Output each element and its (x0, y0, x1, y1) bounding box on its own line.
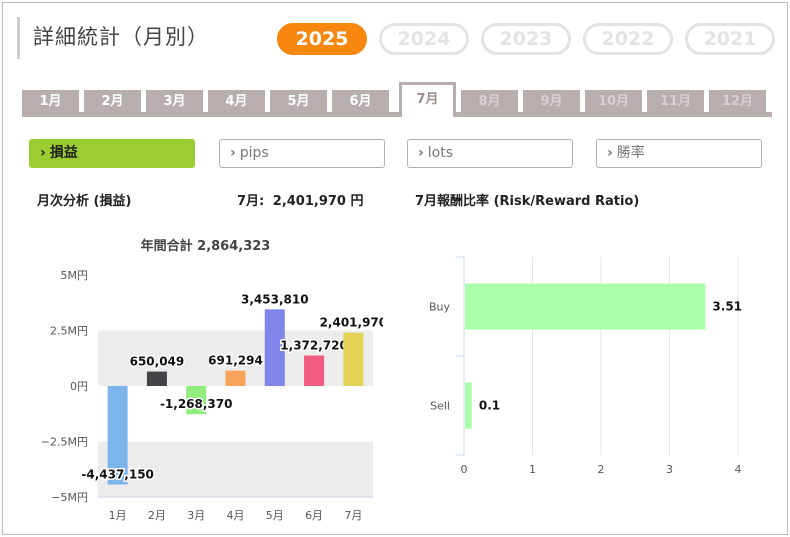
x-tick-label: 2 (598, 463, 605, 476)
x-tick-label: 0 (461, 463, 468, 476)
year-tab-2024[interactable]: 2024 (379, 23, 469, 55)
month-tab-2[interactable]: 2月 (84, 90, 141, 114)
y-tick-label: −2.5M円 (41, 436, 88, 449)
month-tabs: 1月 2月 3月 4月 5月 6月 7月 8月 9月 10月 11月 12月 (22, 82, 772, 117)
bar-value-label: -4,437,150 (81, 468, 154, 482)
filter-button-3[interactable]: › lots (407, 139, 573, 168)
month-tab-7[interactable]: 7月 (399, 82, 456, 117)
bar-3月[interactable] (186, 386, 207, 415)
bar-6月[interactable] (304, 355, 325, 386)
year-tab-2025[interactable]: 2025 (277, 23, 367, 55)
bar-value-label: 1,372,720 (280, 339, 348, 353)
month-tab-1[interactable]: 1月 (22, 90, 79, 114)
y-tick-label: 0円 (70, 380, 88, 393)
x-tick-label: 3 (666, 463, 673, 476)
chart-title: 年間合計 2,864,323 (141, 238, 271, 254)
current-month-value: 2,401,970 円 (272, 194, 364, 209)
bar-1月[interactable] (107, 386, 128, 485)
bar-Buy[interactable] (465, 283, 706, 330)
filter-button-2[interactable]: › pips (219, 139, 385, 168)
year-tab-2023[interactable]: 2023 (481, 23, 571, 55)
bar-value-label: 650,049 (130, 355, 185, 369)
chevron-right-icon: › (230, 145, 236, 161)
filter-button-1[interactable]: › 損益 (29, 139, 195, 168)
bar-2月[interactable] (146, 371, 167, 386)
bar-value-label: -1,268,370 (160, 397, 233, 411)
month-tab-3[interactable]: 3月 (146, 90, 203, 114)
current-month-label: 7月: (237, 194, 265, 209)
filter-button-4[interactable]: › 勝率 (596, 139, 762, 168)
chevron-right-icon: › (40, 145, 46, 161)
y-tick-label: −5M円 (51, 491, 88, 504)
x-tick-label: 1 (529, 463, 536, 476)
filter-label: 損益 (49, 145, 78, 161)
year-tab-2022[interactable]: 2022 (583, 23, 673, 55)
month-tab-9[interactable]: 9月 (523, 90, 580, 114)
bar-value-label: 3,453,810 (241, 292, 309, 306)
x-tick-label: 6月 (305, 509, 323, 522)
y-tick-label: 5M円 (61, 269, 89, 282)
year-selector: 2025 2024 2023 2022 2021 (277, 23, 787, 55)
chevron-right-icon: › (418, 145, 424, 161)
rr-ratio-title: 7月報酬比率 (Risk/Reward Ratio) (415, 194, 640, 209)
y-tick-label: 2.5M円 (50, 325, 88, 338)
y-category-label: Buy (429, 301, 451, 314)
x-tick-label: 5月 (266, 509, 284, 522)
month-tab-6[interactable]: 6月 (332, 90, 389, 114)
x-tick-label: 4月 (227, 509, 245, 522)
year-tab-2021[interactable]: 2021 (685, 23, 775, 55)
filter-label: lots (427, 145, 454, 161)
x-tick-label: 2月 (148, 509, 166, 522)
x-tick-label: 7月 (344, 509, 362, 522)
bar-value-label: 691,294 (208, 354, 263, 368)
month-tab-10[interactable]: 10月 (585, 90, 642, 114)
month-tabs-baseline (22, 112, 772, 117)
x-tick-label: 4 (735, 463, 742, 476)
title-accent-bar (17, 17, 20, 59)
bar-value-label: 0.1 (479, 399, 500, 413)
plot-band (98, 441, 373, 497)
current-month-total: 7月: 2,401,970 円 (237, 190, 364, 209)
month-tab-4[interactable]: 4月 (208, 90, 265, 114)
chevron-right-icon: › (607, 145, 613, 161)
bar-7月[interactable] (343, 332, 364, 386)
bar-4月[interactable] (225, 370, 246, 386)
risk-reward-chart: 0 1 2 3 4 Buy 3.51 Sell 0.1 (429, 256, 742, 476)
page-title: 詳細統計（月別） (33, 25, 209, 49)
monthly-pnl-chart: 年間合計 2,864,323 5M円 2.5M円 0円 −2.5M円 −5M円 -4,437… (41, 238, 383, 522)
month-tab-11[interactable]: 11月 (647, 90, 704, 114)
bar-value-label: 2,401,970 (320, 316, 383, 330)
month-tab-5[interactable]: 5月 (270, 90, 327, 114)
month-tab-12[interactable]: 12月 (709, 90, 766, 114)
x-tick-label: 1月 (109, 509, 127, 522)
monthly-analysis-title: 月次分析 (損益) (37, 194, 132, 209)
filter-label: pips (239, 145, 269, 161)
month-tab-8[interactable]: 8月 (461, 90, 518, 114)
y-category-label: Sell (430, 400, 450, 413)
filter-label: 勝率 (616, 145, 645, 161)
bar-Sell[interactable] (465, 382, 472, 429)
x-tick-label: 3月 (187, 509, 205, 522)
bar-5月[interactable] (264, 309, 285, 386)
bar-value-label: 3.51 (712, 300, 742, 314)
